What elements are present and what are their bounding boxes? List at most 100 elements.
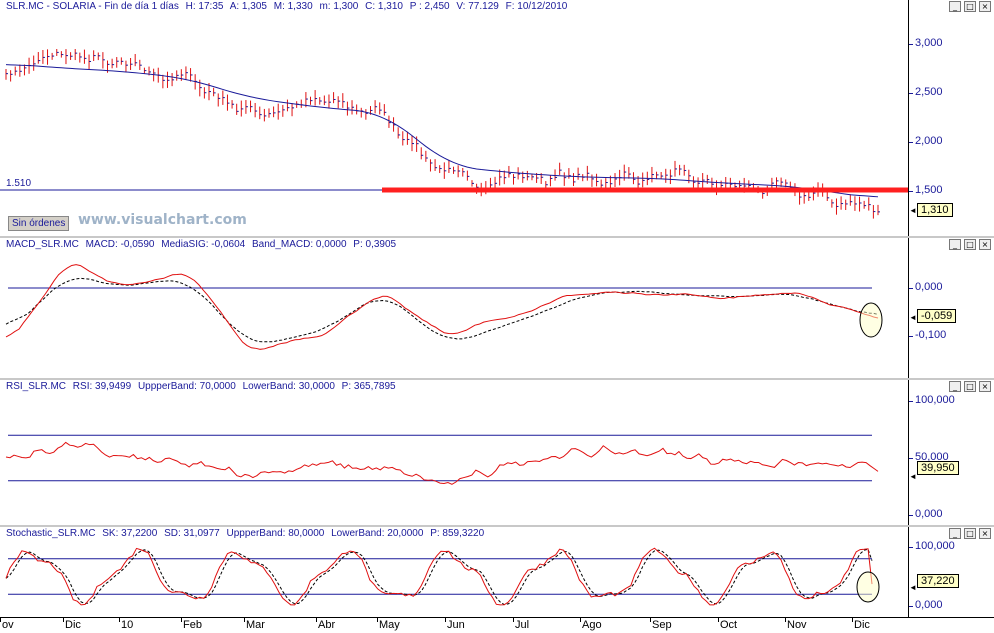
price-header-low: m: 1,300: [319, 1, 359, 12]
panel-separator[interactable]: [0, 378, 994, 380]
rsi-header-p: P: 365,7895: [341, 381, 396, 392]
macd-line: [5, 264, 879, 350]
x-month-label: 10: [121, 619, 134, 631]
rsi-tick-0: 0,000: [915, 508, 943, 520]
rsi-tick-100: 100,000: [915, 394, 955, 406]
price-chart-svg: [0, 48, 908, 219]
rsi-window-buttons: _ □ ×: [949, 381, 991, 392]
x-tick: [852, 618, 853, 622]
macd-header-macd: MACD: -0,0590: [85, 239, 155, 250]
stoch-plot-area[interactable]: [0, 527, 909, 617]
x-month-label: ov: [2, 619, 14, 631]
x-tick: [119, 618, 120, 622]
macd-y-axis: 0,000 -0,100 ◄ -0,059: [909, 238, 994, 378]
macd-panel: MACD_SLR.MC MACD: -0,0590 MediaSIG: -0,0…: [0, 238, 994, 378]
rsi-maximize-button[interactable]: □: [964, 381, 976, 392]
x-month-label: Dic: [854, 619, 870, 631]
rsi-plot-area[interactable]: [0, 380, 909, 525]
price-header-p: P : 2,450: [409, 1, 450, 12]
rsi-header-title: RSI_SLR.MC: [6, 381, 67, 392]
macd-window-buttons: _ □ ×: [949, 239, 991, 250]
stoch-header-upper: UppperBand: 80,0000: [226, 528, 325, 539]
stoch-header-sd: SD: 31,0977: [164, 528, 220, 539]
stoch-last-value: 37,220: [917, 574, 959, 588]
price-tick-2500: 2,500: [915, 86, 943, 98]
stoch-close-button[interactable]: ×: [979, 528, 991, 539]
stoch-maximize-button[interactable]: □: [964, 528, 976, 539]
x-tick: [785, 618, 786, 622]
stoch-highlight-circle: [856, 571, 880, 603]
rsi-close-button[interactable]: ×: [979, 381, 991, 392]
maximize-button[interactable]: □: [964, 1, 976, 12]
price-plot-area[interactable]: [0, 0, 909, 236]
price-header-high: M: 1,330: [273, 1, 313, 12]
panel-separator[interactable]: [0, 525, 994, 527]
close-button[interactable]: ×: [979, 1, 991, 12]
moving-average-line: [5, 64, 879, 198]
rsi-y-axis: 100,000 50,000 0,000 ◄ 39,950: [909, 380, 994, 525]
rsi-minimize-button[interactable]: _: [949, 381, 961, 392]
x-tick: [181, 618, 182, 622]
x-tick: [63, 618, 64, 622]
stoch-window-buttons: _ □ ×: [949, 528, 991, 539]
minimize-button[interactable]: _: [949, 1, 961, 12]
time-x-axis[interactable]: ov Dic 10 Feb Mar Abr May Jun Jul Ago Sep Oct Nov Dic: [0, 617, 994, 633]
price-tick-1500: 1,500: [915, 184, 943, 196]
x-tick: [580, 618, 581, 622]
x-tick: [316, 618, 317, 622]
stoch-sk-line: [5, 547, 873, 606]
macd-header-p: P: 0,3905: [353, 239, 397, 250]
stoch-header-lower: LowerBand: 20,0000: [331, 528, 424, 539]
x-month-label: Mar: [246, 619, 265, 631]
sin-ordenes-button[interactable]: Sin órdenes: [8, 216, 70, 231]
macd-minimize-button[interactable]: _: [949, 239, 961, 250]
macd-close-button[interactable]: ×: [979, 239, 991, 250]
x-tick: [650, 618, 651, 622]
price-header-title: SLR.MC - SOLARIA - Fin de día 1 días: [6, 1, 179, 12]
stoch-panel: Stochastic_SLR.MC SK: 37,2200 SD: 31,097…: [0, 527, 994, 617]
price-header-time: H: 17:35: [185, 1, 224, 12]
stoch-sd-line: [5, 548, 873, 606]
macd-header-title: MACD_SLR.MC: [6, 239, 79, 250]
rsi-header-rsi: RSI: 39,9499: [72, 381, 132, 392]
price-header-open: A: 1,305: [229, 1, 267, 12]
price-header-date: F: 10/12/2010: [505, 1, 568, 12]
macd-header-band: Band_MACD: 0,0000: [252, 239, 347, 250]
macd-tick-0: 0,000: [915, 281, 943, 293]
x-month-label: Oct: [720, 619, 738, 631]
x-month-label: Feb: [183, 619, 202, 631]
x-month-label: Dic: [65, 619, 81, 631]
rsi-panel: RSI_SLR.MC RSI: 39,9499 UppperBand: 70,0…: [0, 380, 994, 525]
rsi-tick-50: 50,000: [915, 451, 949, 463]
price-header-volume: V: 77.129: [456, 1, 499, 12]
stoch-header: Stochastic_SLR.MC SK: 37,2200 SD: 31,097…: [6, 528, 488, 539]
macd-maximize-button[interactable]: □: [964, 239, 976, 250]
x-month-label: May: [379, 619, 400, 631]
x-tick: [718, 618, 719, 622]
price-y-axis: 3,000 2,500 2,000 1,500 ◄ 1,310: [909, 0, 994, 236]
macd-plot-area[interactable]: [0, 238, 909, 378]
x-tick: [0, 618, 1, 622]
macd-tick-minus-0100: -0,100: [915, 329, 947, 341]
macd-last-value: -0,059: [917, 309, 957, 323]
support-level-label: 1.510: [6, 178, 32, 189]
price-window-buttons: _ □ ×: [949, 1, 991, 12]
x-month-label: Nov: [787, 619, 807, 631]
stoch-header-sk: SK: 37,2200: [102, 528, 158, 539]
stoch-y-axis: 100,000 0,000 ◄ 37,220: [909, 527, 994, 617]
rsi-header: RSI_SLR.MC RSI: 39,9499 UppperBand: 70,0…: [6, 381, 400, 392]
x-tick: [244, 618, 245, 622]
panel-separator[interactable]: [0, 236, 994, 238]
stoch-minimize-button[interactable]: _: [949, 528, 961, 539]
price-header-close: C: 1,310: [365, 1, 403, 12]
rsi-line: [5, 441, 879, 485]
x-month-label: Sep: [652, 619, 672, 631]
x-month-label: Jul: [515, 619, 530, 631]
stoch-header-p: P: 859,3220: [430, 528, 485, 539]
macd-highlight-circle: [859, 302, 883, 338]
rsi-chart-svg: [5, 434, 879, 485]
rsi-header-upper: UppperBand: 70,0000: [137, 381, 236, 392]
x-tick: [513, 618, 514, 622]
x-tick: [445, 618, 446, 622]
rsi-last-value: 39,950: [917, 461, 959, 475]
